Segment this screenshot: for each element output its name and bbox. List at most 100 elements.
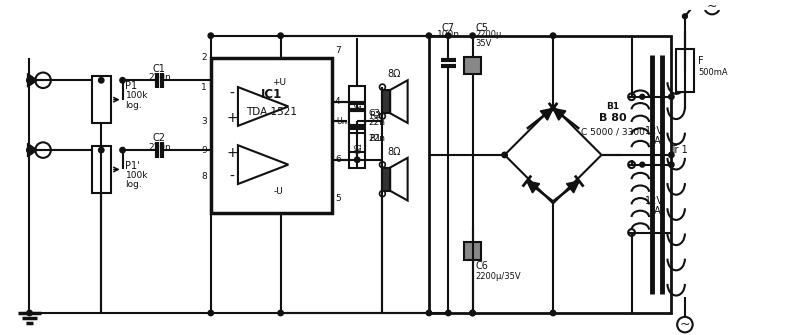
Bar — [92, 146, 111, 193]
Bar — [210, 58, 332, 213]
Circle shape — [278, 310, 283, 316]
Text: 3A: 3A — [649, 136, 661, 146]
Circle shape — [27, 78, 32, 83]
Circle shape — [640, 94, 645, 99]
Bar — [464, 57, 481, 74]
Text: 5: 5 — [335, 194, 341, 203]
Text: 100n: 100n — [437, 30, 460, 39]
Text: 9: 9 — [201, 146, 207, 154]
Text: 8Ω: 8Ω — [354, 100, 364, 111]
Text: +U: +U — [271, 78, 286, 87]
Text: C7: C7 — [442, 23, 455, 33]
Bar — [92, 76, 111, 123]
Circle shape — [551, 310, 556, 316]
Bar — [676, 49, 694, 92]
Circle shape — [278, 33, 283, 39]
Circle shape — [27, 78, 32, 83]
Text: 100k: 100k — [126, 91, 148, 100]
Text: Tr 1: Tr 1 — [670, 145, 688, 155]
Circle shape — [120, 147, 125, 153]
Text: 22n: 22n — [369, 134, 386, 143]
Text: R2: R2 — [369, 111, 380, 120]
Circle shape — [551, 33, 556, 39]
Text: R1: R1 — [369, 134, 380, 143]
Polygon shape — [553, 109, 566, 120]
Text: +: + — [226, 111, 238, 125]
Circle shape — [470, 310, 475, 316]
Polygon shape — [527, 181, 539, 193]
Circle shape — [445, 310, 451, 316]
Circle shape — [640, 162, 645, 167]
Text: 220n: 220n — [148, 73, 171, 82]
Circle shape — [354, 157, 360, 162]
Bar — [382, 90, 390, 113]
Text: C 5000 / 3300: C 5000 / 3300 — [581, 127, 645, 136]
Polygon shape — [238, 145, 289, 184]
Text: log.: log. — [126, 181, 142, 190]
Circle shape — [445, 33, 451, 39]
Text: TDA 1521: TDA 1521 — [246, 107, 297, 117]
Circle shape — [668, 152, 674, 158]
Text: Uₑₑ₁: Uₑₑ₁ — [337, 117, 351, 126]
Text: C2: C2 — [153, 133, 166, 143]
Bar — [350, 86, 365, 125]
Polygon shape — [390, 158, 407, 201]
Text: C3: C3 — [369, 109, 380, 118]
Polygon shape — [540, 109, 553, 120]
Text: 500mA: 500mA — [698, 68, 728, 77]
Polygon shape — [28, 73, 37, 87]
Circle shape — [27, 147, 32, 153]
Text: 220n: 220n — [148, 143, 171, 152]
Text: 12V: 12V — [645, 196, 664, 205]
Text: IC1: IC1 — [261, 88, 282, 101]
Text: C6: C6 — [475, 261, 488, 271]
Circle shape — [208, 310, 214, 316]
Text: ~: ~ — [707, 0, 717, 13]
Bar — [464, 242, 481, 260]
Text: log.: log. — [126, 101, 142, 110]
Circle shape — [704, 0, 720, 14]
Text: 22n: 22n — [369, 119, 386, 127]
Circle shape — [677, 317, 693, 332]
Circle shape — [354, 99, 360, 104]
Polygon shape — [566, 181, 579, 193]
Text: 3: 3 — [201, 117, 207, 126]
Text: 8: 8 — [201, 172, 207, 181]
Bar — [429, 36, 672, 313]
Polygon shape — [238, 87, 289, 126]
Text: 12V: 12V — [645, 126, 664, 136]
Text: -U: -U — [274, 187, 283, 196]
Text: F: F — [698, 56, 704, 66]
Circle shape — [501, 152, 507, 158]
Text: 8Ω: 8Ω — [354, 143, 364, 153]
Circle shape — [27, 147, 32, 153]
Text: 2200μ: 2200μ — [475, 30, 501, 39]
Circle shape — [426, 310, 432, 316]
Bar — [350, 108, 365, 127]
Text: 1: 1 — [201, 82, 207, 91]
Circle shape — [426, 33, 432, 39]
Circle shape — [380, 84, 385, 90]
Circle shape — [380, 113, 385, 119]
Circle shape — [120, 78, 125, 83]
Circle shape — [27, 310, 32, 316]
Text: 8Ω: 8Ω — [388, 69, 401, 79]
Text: C1: C1 — [153, 64, 166, 74]
Text: ~: ~ — [679, 318, 691, 331]
Circle shape — [380, 191, 385, 197]
Circle shape — [668, 94, 674, 99]
Circle shape — [99, 78, 104, 83]
Circle shape — [470, 310, 475, 316]
Bar — [350, 129, 365, 168]
Text: C5: C5 — [475, 23, 489, 33]
Text: -: - — [229, 170, 235, 184]
Circle shape — [36, 72, 51, 88]
Circle shape — [470, 33, 475, 39]
Text: 6: 6 — [335, 155, 341, 164]
Bar — [350, 133, 365, 152]
Text: 35V: 35V — [475, 39, 492, 48]
Bar — [382, 168, 390, 191]
Circle shape — [628, 229, 635, 236]
Text: P1': P1' — [126, 160, 140, 171]
Text: +: + — [226, 146, 238, 160]
